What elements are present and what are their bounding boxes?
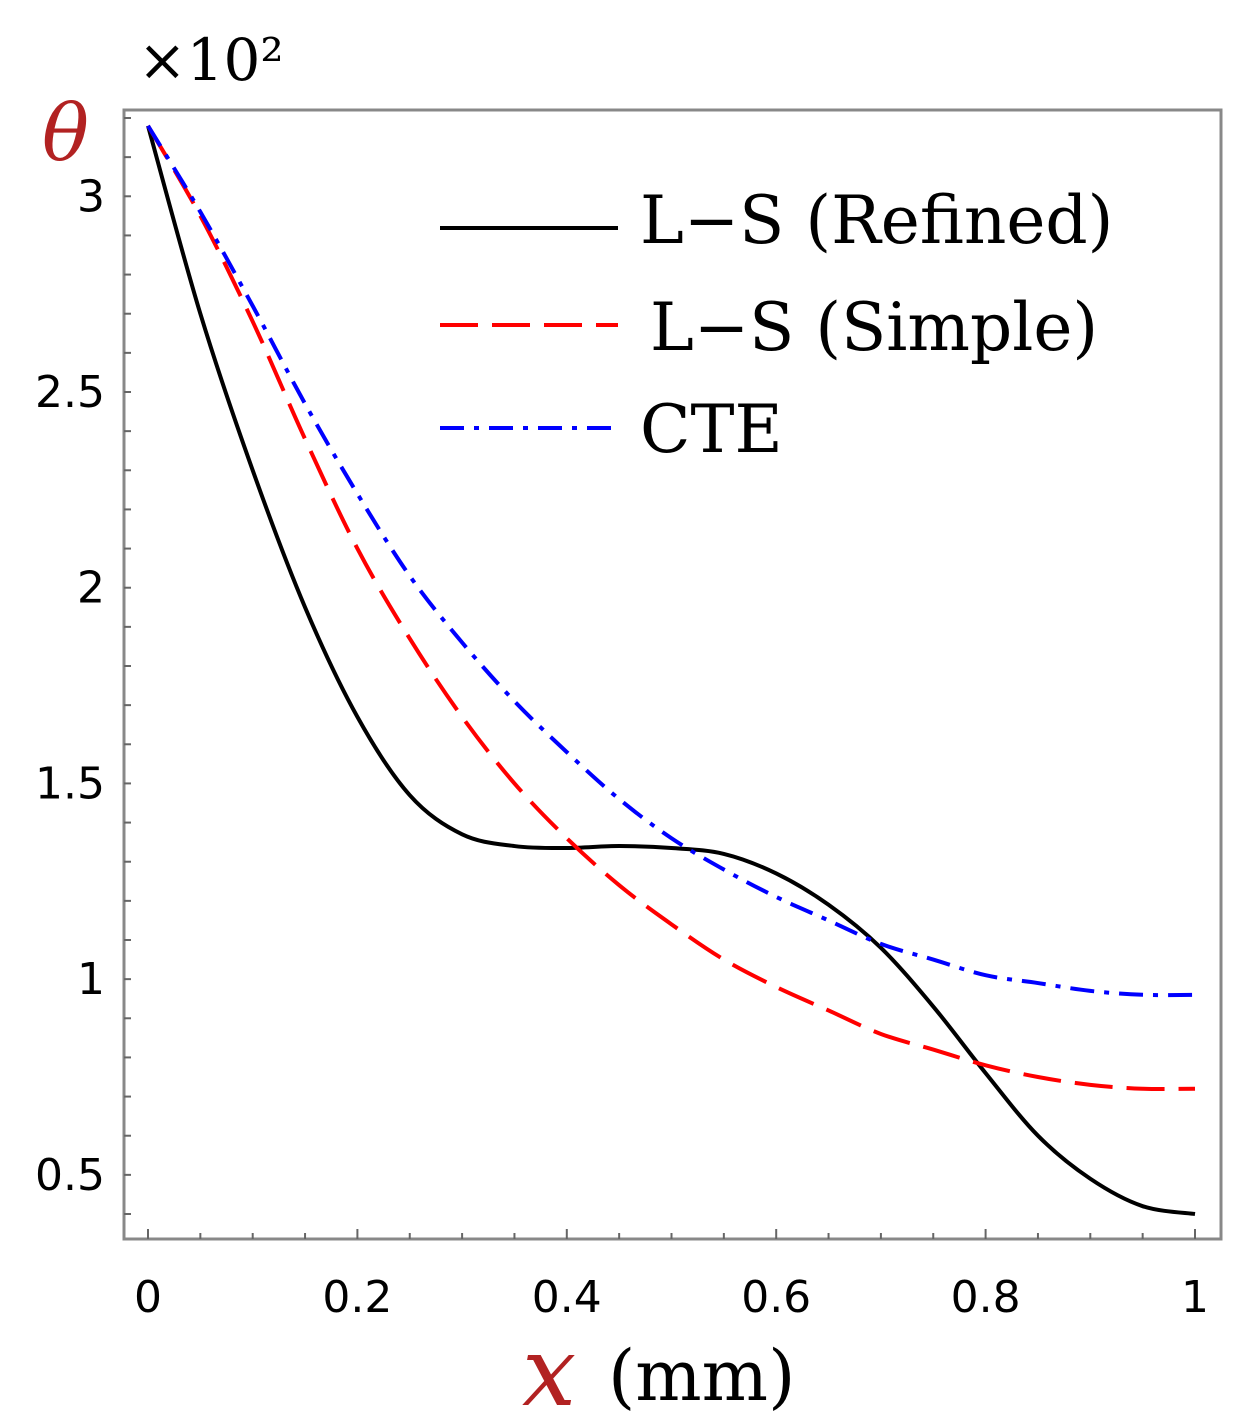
legend-label-cte: CTE <box>640 391 783 468</box>
minor-ticks <box>124 117 1196 1239</box>
y-axis-label: θ <box>42 89 89 179</box>
y-tick-labels: 0.5 1 1.5 2 2.5 3 <box>35 171 105 1201</box>
series-line-2 <box>146 124 1196 1092</box>
x-tick-label: 0.2 <box>322 1272 392 1323</box>
x-tick-label: 0.8 <box>951 1272 1021 1323</box>
legend-label-refined: L−S (Refined) <box>640 182 1113 259</box>
x-tick-labels: 0 0.2 0.4 0.6 0.8 1 <box>134 1272 1209 1323</box>
y-tick-label: 0.5 <box>35 1150 105 1201</box>
x-axis-unit: (mm) <box>608 1335 795 1417</box>
x-tick-label: 0 <box>134 1272 162 1323</box>
y-tick-label: 1.5 <box>35 758 105 809</box>
y-tick-label: 3 <box>77 171 105 222</box>
series-lines <box>146 124 1196 1216</box>
y-tick-label: 2.5 <box>35 367 105 418</box>
series-line-1 <box>146 125 1196 1216</box>
legend: L−S (Refined) L−S (Simple) CTE <box>440 182 1113 468</box>
x-tick-label: 0.6 <box>741 1272 811 1323</box>
x-tick-label: 1 <box>1181 1272 1209 1323</box>
x-axis-symbol: x <box>522 1316 576 1426</box>
y-tick-label: 1 <box>77 954 105 1005</box>
plot-frame <box>122 108 1223 1241</box>
y-multiplier: ×10² <box>138 26 284 94</box>
series-line-3 <box>146 124 1196 998</box>
y-tick-label: 2 <box>77 563 105 614</box>
legend-label-simple: L−S (Simple) <box>650 289 1098 366</box>
x-tick-label: 0.4 <box>532 1272 602 1323</box>
